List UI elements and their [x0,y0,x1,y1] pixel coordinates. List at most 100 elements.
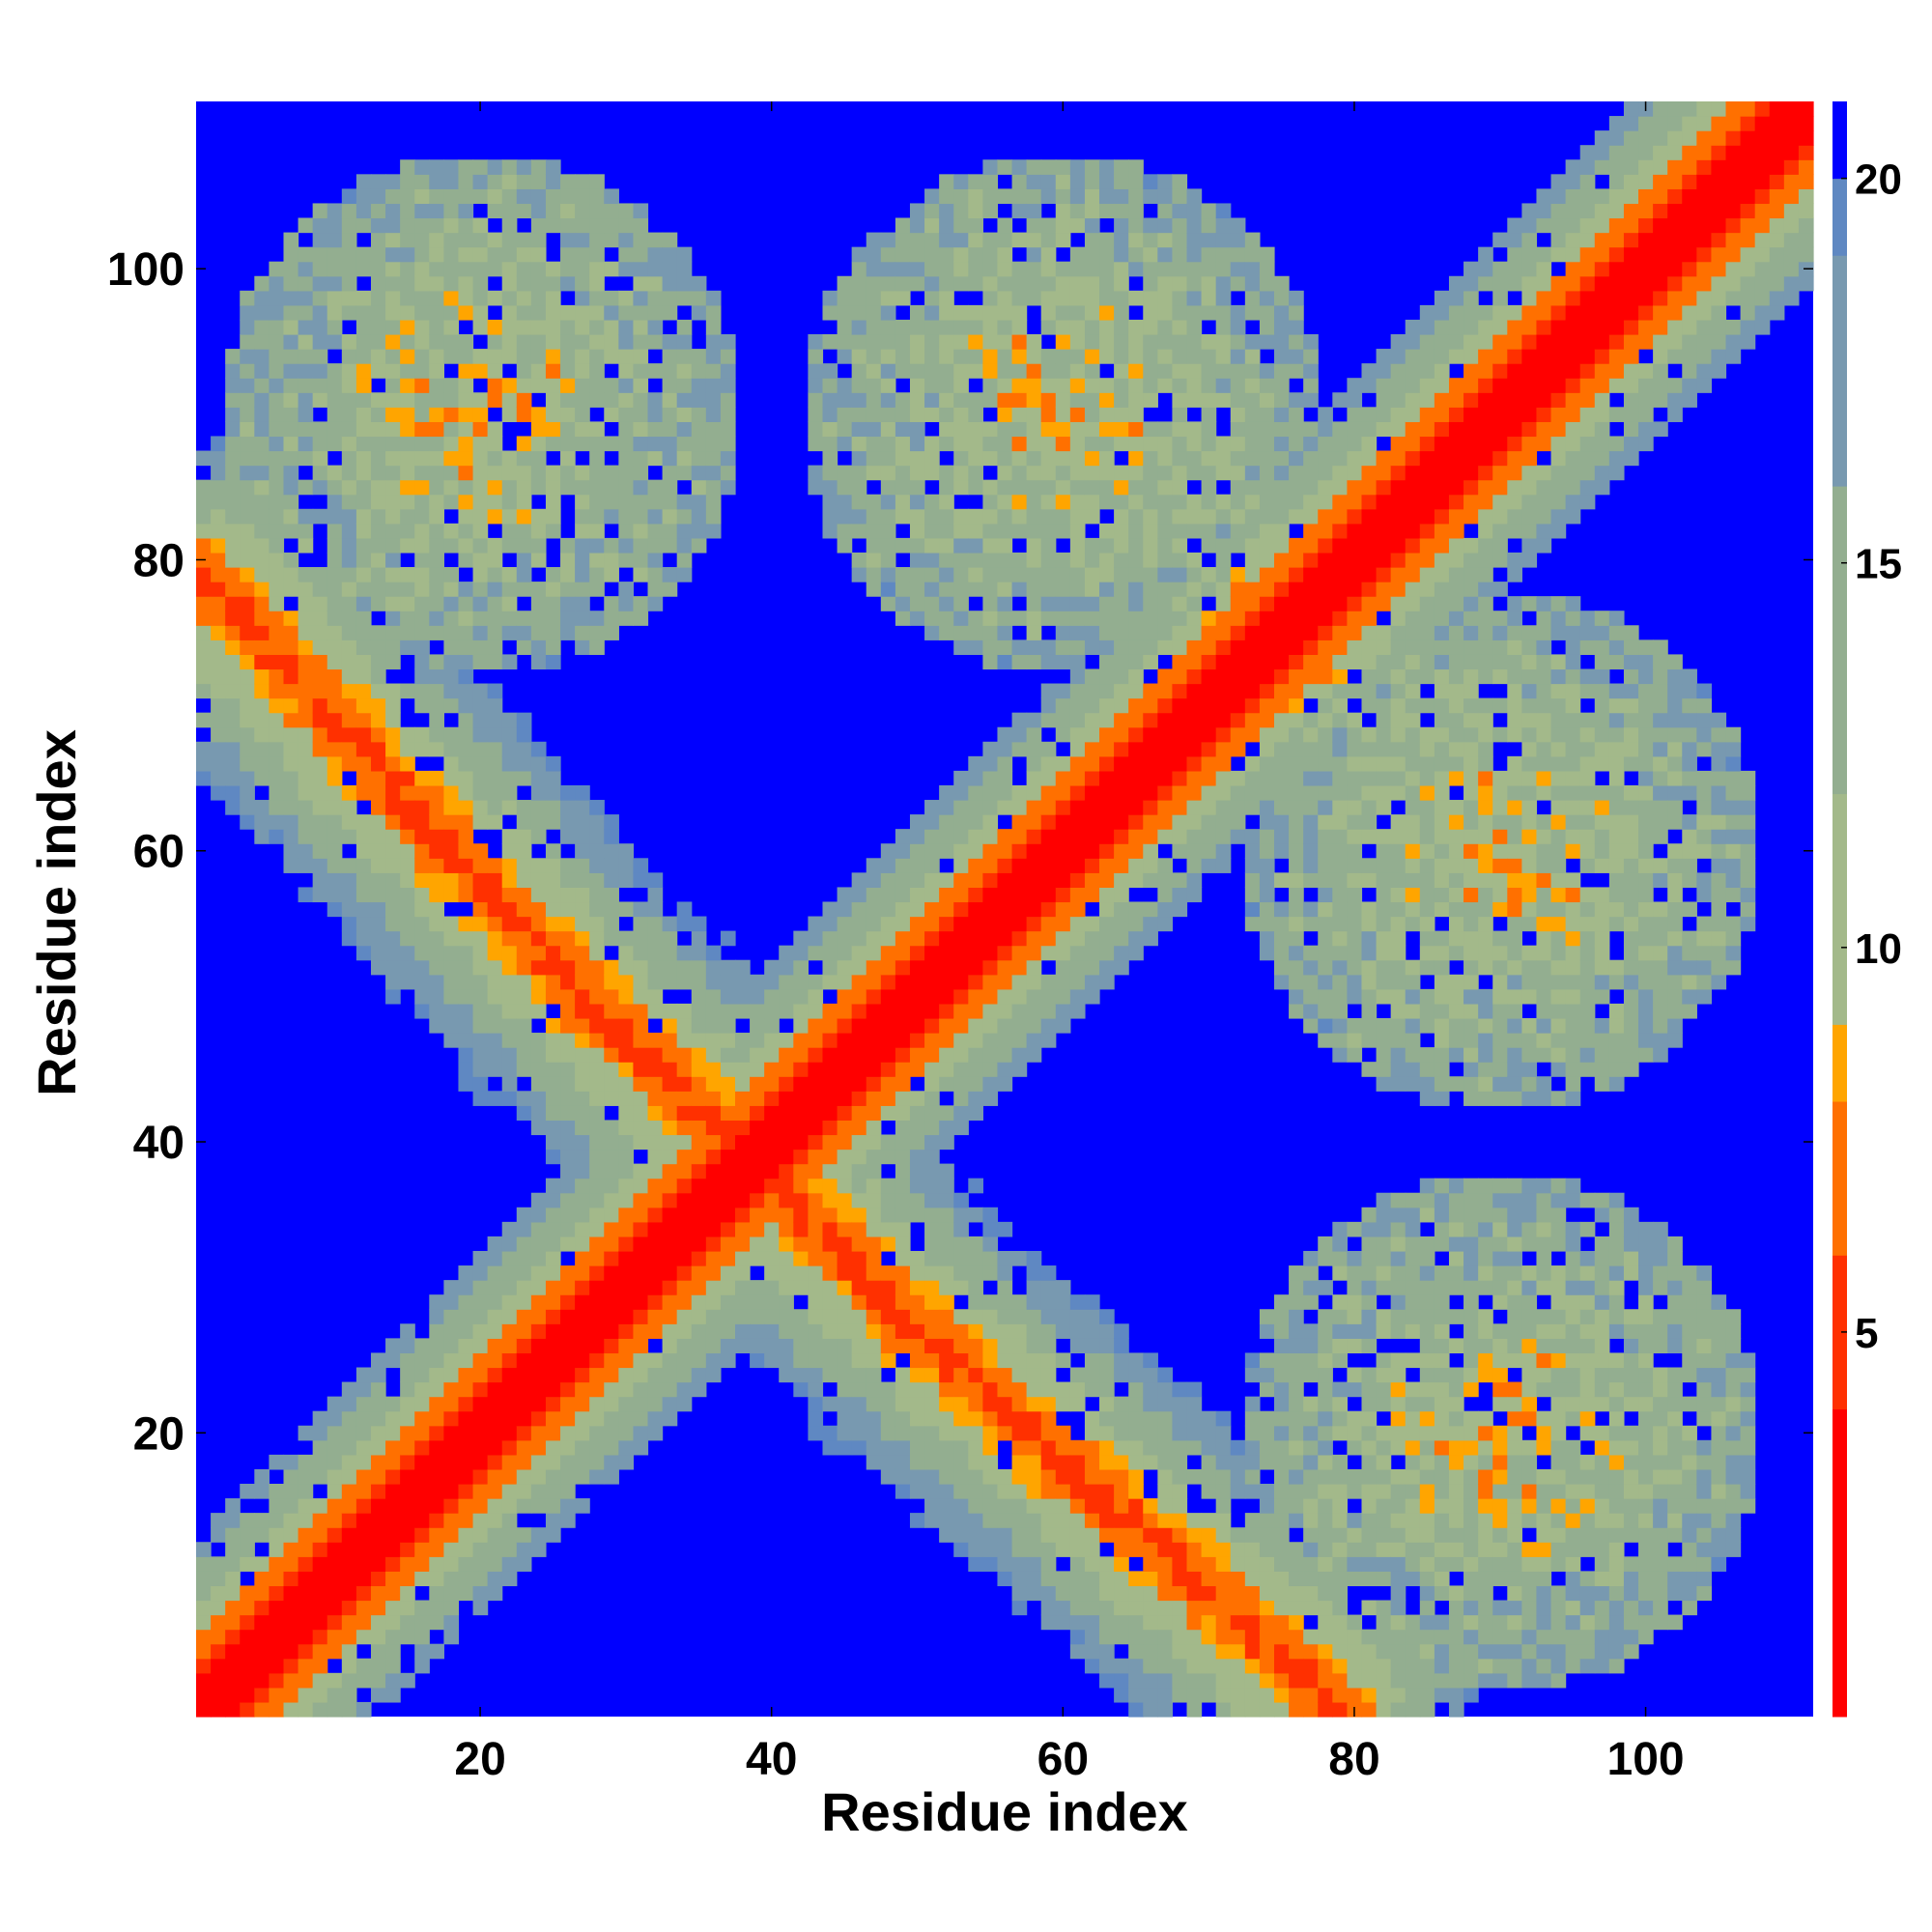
heatmap-cell [1289,1294,1304,1310]
heatmap-cell [1201,378,1217,393]
heatmap-cell [822,436,838,452]
heatmap-cell [1289,1381,1304,1398]
heatmap-cell [1215,668,1232,685]
heatmap-cell [414,945,430,961]
heatmap-cell [240,582,255,597]
heatmap-cell [939,537,954,554]
heatmap-cell [968,1425,983,1441]
heatmap-cell [1274,494,1290,510]
heatmap-cell [298,712,314,728]
heatmap-cell [327,304,343,321]
heatmap-cell [997,784,1013,801]
heatmap-cell [618,1425,635,1441]
heatmap-cell [472,959,489,976]
heatmap-cell [1114,1468,1129,1485]
heatmap-cell [1259,1658,1275,1674]
heatmap-cell [1114,726,1129,743]
heatmap-cell [1026,625,1042,640]
heatmap-cell [895,1439,911,1456]
heatmap-cell [997,421,1013,438]
heatmap-cell [866,1352,882,1369]
heatmap-cell [1099,479,1115,496]
heatmap-cell [341,800,357,815]
heatmap-cell [866,537,882,554]
heatmap-cell [1172,1600,1188,1616]
heatmap-cell [472,843,489,859]
heatmap-cell [1026,232,1042,248]
heatmap-cell [225,582,241,597]
heatmap-cell [1143,930,1158,947]
heatmap-cell [414,1542,430,1557]
heatmap-cell [327,1425,343,1441]
heatmap-cell [837,275,853,292]
heatmap-cell [880,1062,896,1077]
heatmap-cell [385,1454,401,1470]
heatmap-cell [997,508,1013,525]
heatmap-cell [662,1062,678,1077]
heatmap-cell [1069,1614,1086,1631]
heatmap-cell [472,537,489,554]
heatmap-cell [924,582,940,597]
heatmap-cell [1186,203,1203,219]
heatmap-cell [1026,1250,1042,1266]
heatmap-cell [269,1542,285,1557]
heatmap-cell [924,1352,940,1369]
heatmap-cell [1084,552,1100,568]
heatmap-cell [1274,552,1290,568]
heatmap-cell [1143,639,1158,655]
heatmap-cell [1055,843,1071,859]
heatmap-cell [793,1221,809,1237]
heatmap-cell [924,552,940,568]
heatmap-cell [1186,741,1203,757]
heatmap-cell [240,1585,255,1602]
heatmap-cell [312,741,328,757]
heatmap-cell [1040,261,1057,277]
heatmap-cell [1201,1425,1217,1441]
heatmap-cell [1244,1513,1261,1528]
heatmap-cell [487,1367,503,1383]
heatmap-cell [1128,872,1144,888]
heatmap-cell [472,275,489,292]
heatmap-cell [560,1207,576,1223]
heatmap-cell [604,814,619,830]
heatmap-cell [575,567,590,582]
heatmap-cell [1084,188,1100,205]
heatmap-cell [355,1396,372,1412]
heatmap-cell [1114,479,1129,496]
heatmap-cell [1230,697,1246,714]
heatmap-cell [633,916,649,932]
heatmap-cell [254,755,270,772]
heatmap-cell [269,1556,285,1572]
heatmap-cell [866,1381,882,1398]
heatmap-cell [997,523,1013,539]
heatmap-cell [633,349,649,364]
heatmap-cell [1099,567,1115,582]
heatmap-cell [560,988,576,1005]
heatmap-cell [283,1571,299,1587]
heatmap-cell [1084,290,1100,306]
heatmap-cell [1069,378,1086,393]
heatmap-cell [1274,596,1290,611]
heatmap-cell [560,1047,576,1063]
heatmap-cell [1230,784,1246,801]
heatmap-cell [298,1629,314,1645]
heatmap-cell [705,1062,722,1077]
heatmap-cell [1084,159,1100,175]
heatmap-cell [341,1542,357,1557]
heatmap-cell [341,436,357,452]
heatmap-cell [1259,829,1275,844]
heatmap-cell [429,945,444,961]
heatmap-cell [1274,1643,1290,1660]
heatmap-cell [487,1280,503,1295]
heatmap-cell [487,246,503,263]
heatmap-cell [487,290,503,306]
heatmap-cell [298,1571,314,1587]
heatmap-cell [327,1439,343,1456]
heatmap-cell [895,1221,911,1237]
heatmap-cell [254,552,270,568]
heatmap-cell [982,1527,999,1543]
heatmap-cell [968,1468,983,1485]
heatmap-cell [1230,1439,1246,1456]
heatmap-cell [1114,1454,1129,1470]
heatmap-cell [924,378,940,393]
